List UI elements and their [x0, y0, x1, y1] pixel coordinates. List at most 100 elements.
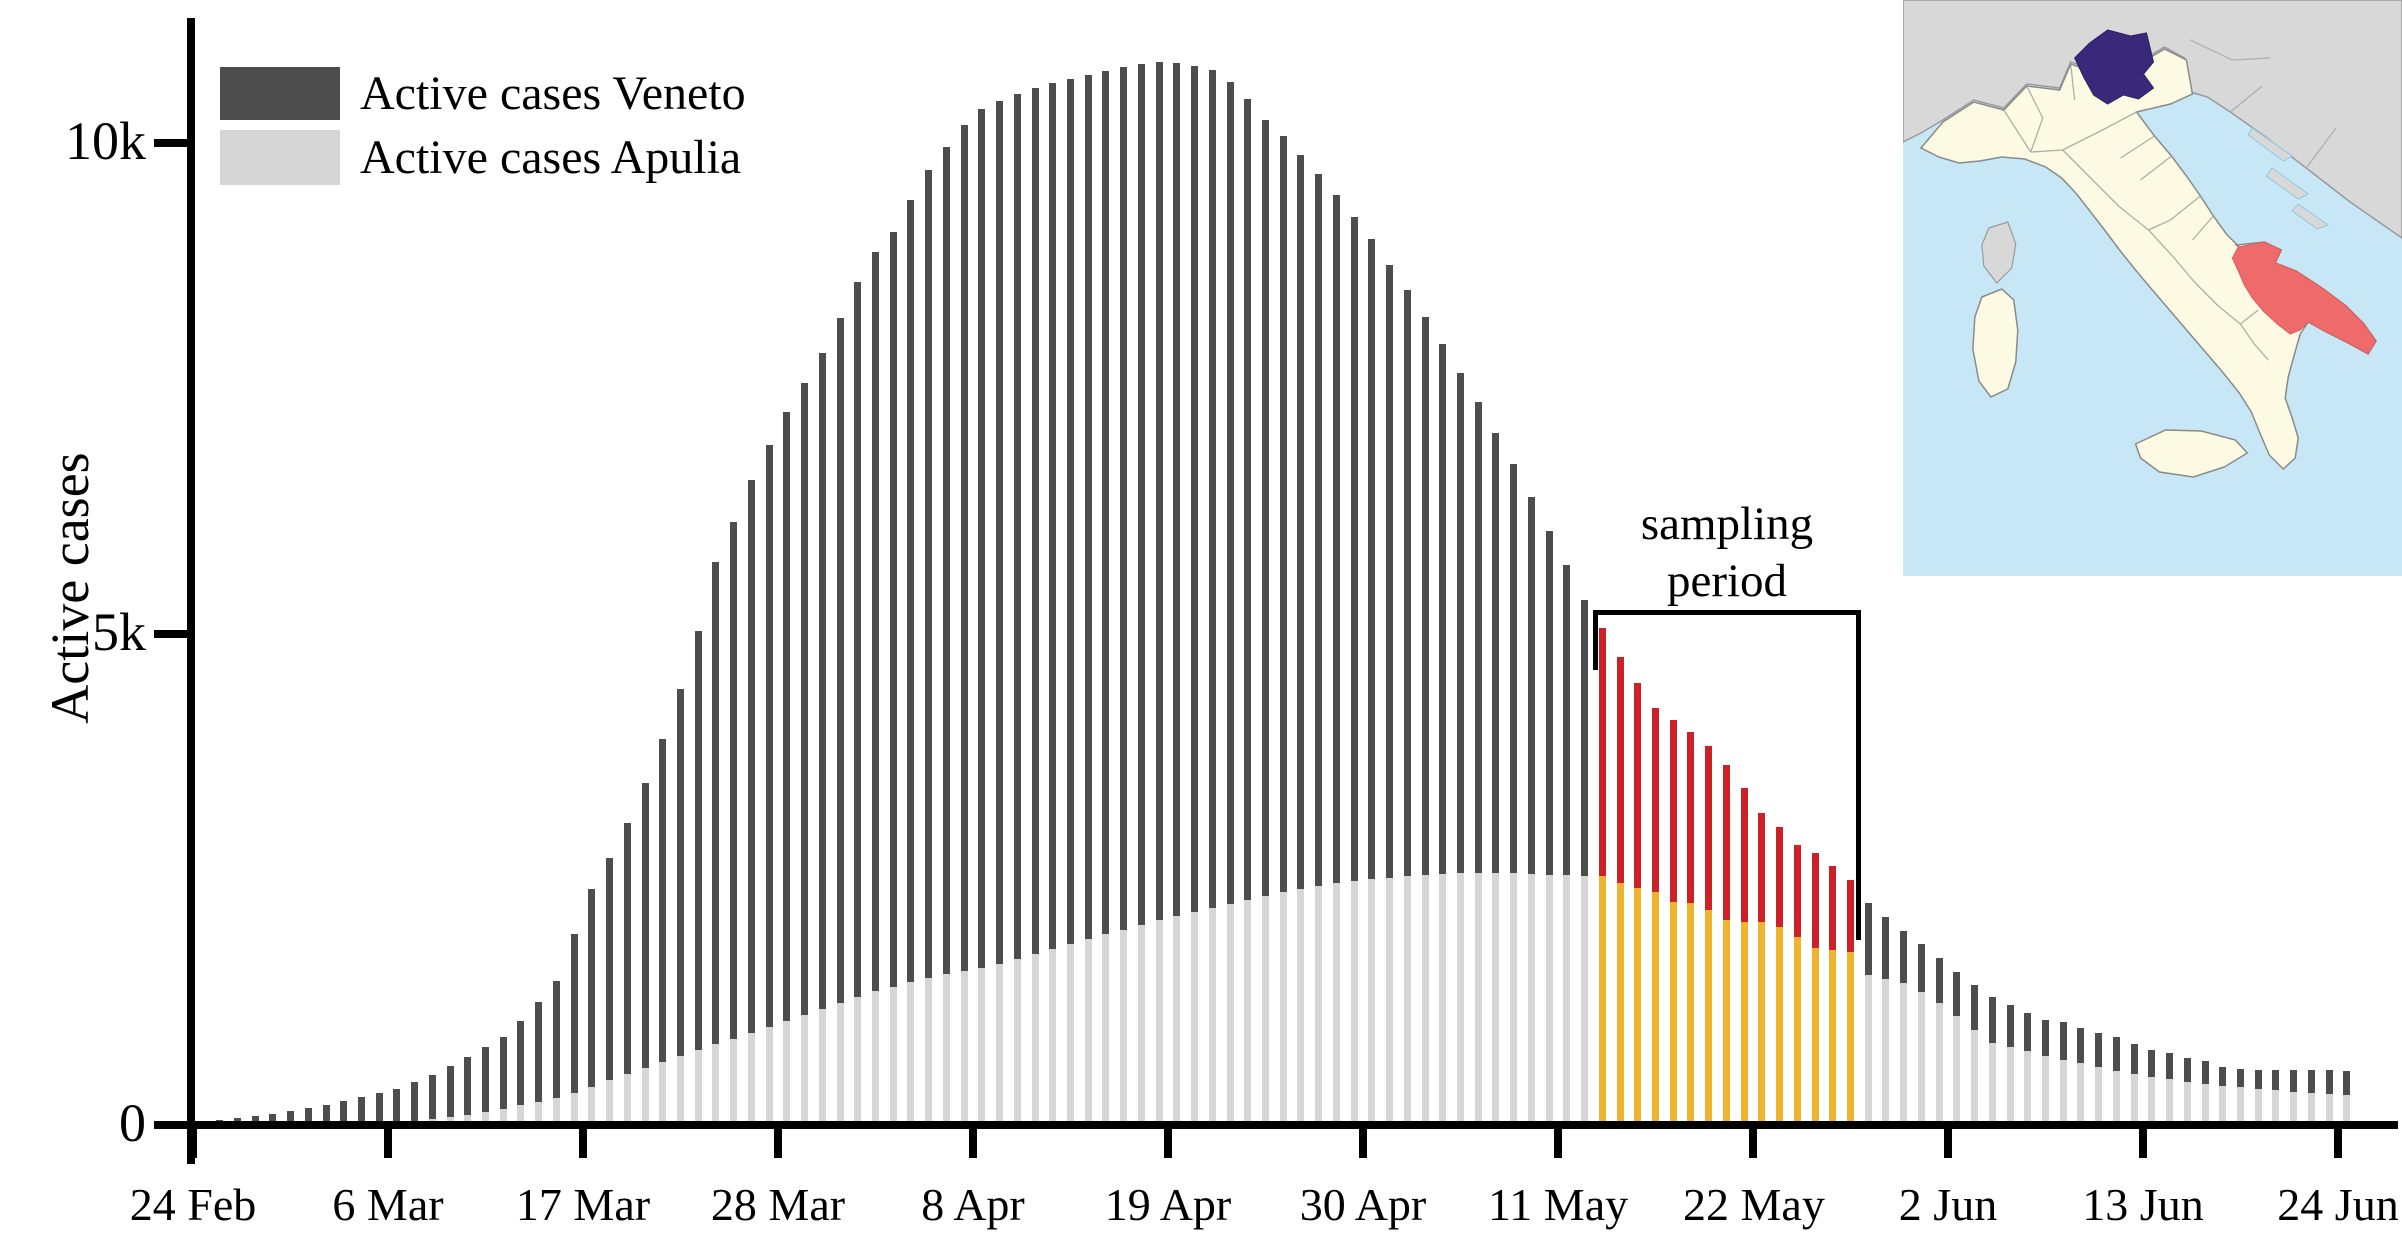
apulia-bar — [1332, 883, 1340, 1125]
x-tick — [1554, 1125, 1562, 1158]
veneto-bar — [1244, 99, 1252, 1125]
veneto-bar — [1545, 531, 1553, 1125]
x-tick-label: 13 Jun — [2082, 1179, 2204, 1230]
x-tick — [969, 1125, 977, 1158]
apulia-bar — [1013, 959, 1021, 1125]
apulia-bar — [1244, 900, 1252, 1125]
veneto-bar — [836, 318, 844, 1125]
veneto-bar — [1474, 402, 1482, 1125]
apulia-bar — [1191, 912, 1199, 1125]
apulia-bar — [925, 978, 933, 1125]
apulia-bar — [1917, 992, 1925, 1125]
map-corsica — [1981, 221, 2017, 284]
veneto-bar — [1031, 88, 1039, 1125]
apulia-bar — [1421, 875, 1429, 1125]
x-tick-label: 22 May — [1683, 1179, 1825, 1230]
veneto-bar — [269, 1114, 277, 1125]
veneto-bar — [251, 1116, 259, 1125]
apulia-bar — [1616, 883, 1624, 1125]
apulia-bar — [482, 1112, 489, 1125]
apulia-bar — [2042, 1056, 2049, 1125]
x-tick-label: 24 Feb — [129, 1179, 257, 1230]
apulia-bar — [783, 1021, 791, 1125]
apulia-bar — [1350, 881, 1358, 1125]
y-tick-label: 10k — [65, 111, 146, 171]
apulia-bar — [1811, 948, 1819, 1125]
apulia-bar — [1208, 908, 1216, 1125]
apulia-bar — [694, 1050, 702, 1125]
apulia-bar — [2148, 1077, 2156, 1125]
sampling-box-top — [1593, 610, 1861, 615]
veneto-bar — [322, 1105, 330, 1125]
sampling-box-right — [1856, 610, 1861, 940]
apulia-bar — [1067, 944, 1074, 1125]
x-tick — [774, 1125, 782, 1158]
veneto-bar — [1279, 136, 1287, 1125]
apulia-bar — [942, 974, 950, 1125]
apulia-bar — [1705, 910, 1713, 1125]
apulia-bar — [1315, 886, 1323, 1125]
legend-swatch-apulia — [220, 130, 340, 185]
veneto-bar — [765, 445, 773, 1125]
y-tick-label: 0 — [119, 1093, 146, 1153]
apulia-bar — [1988, 1043, 1996, 1125]
sampling-period-label-line2: period — [1666, 555, 1788, 607]
x-tick-label: 19 Apr — [1104, 1179, 1232, 1230]
apulia-bar — [907, 982, 915, 1125]
veneto-bar — [304, 1108, 312, 1125]
veneto-bar — [588, 889, 596, 1125]
apulia-bar — [1935, 1003, 1943, 1125]
veneto-bar — [641, 783, 649, 1125]
apulia-bar — [1687, 903, 1695, 1125]
apulia-bar — [606, 1080, 614, 1125]
apulia-bar — [1758, 922, 1766, 1125]
veneto-bar — [1457, 373, 1464, 1125]
veneto-bar — [1067, 79, 1074, 1125]
apulia-bar — [836, 1003, 844, 1125]
veneto-bar — [357, 1097, 365, 1125]
apulia-bar — [2095, 1067, 2103, 1125]
x-tick — [579, 1125, 587, 1158]
apulia-bar — [1137, 925, 1145, 1125]
veneto-bar — [694, 631, 702, 1125]
veneto-bar — [1137, 64, 1145, 1125]
veneto-bar — [411, 1082, 419, 1125]
x-tick — [1164, 1125, 1172, 1158]
apulia-bar — [1847, 952, 1854, 1125]
veneto-bar — [1208, 70, 1216, 1125]
apulia-bar — [2112, 1071, 2120, 1125]
veneto-bar — [1350, 217, 1358, 1125]
apulia-bar — [1527, 874, 1535, 1125]
veneto-bar — [428, 1075, 436, 1125]
veneto-bar — [925, 170, 933, 1125]
x-tick — [2139, 1125, 2147, 1158]
veneto-bar — [1102, 71, 1110, 1125]
apulia-bar — [2219, 1086, 2227, 1125]
apulia-bar — [960, 971, 968, 1125]
apulia-bar — [765, 1027, 773, 1125]
apulia-bar — [818, 1009, 826, 1125]
apulia-bar — [2006, 1047, 2014, 1125]
legend-label-apulia: Active cases Apulia — [360, 131, 742, 184]
veneto-bar — [854, 282, 862, 1125]
veneto-bar — [1368, 239, 1376, 1125]
x-tick-label: 8 Apr — [921, 1179, 1025, 1230]
veneto-bar — [1315, 174, 1323, 1125]
apulia-bar — [641, 1068, 649, 1125]
apulia-bar — [1953, 1016, 1961, 1125]
apulia-bar — [1740, 922, 1748, 1125]
apulia-bar — [2166, 1079, 2174, 1125]
veneto-bar — [712, 562, 720, 1125]
apulia-bar — [1581, 876, 1589, 1125]
apulia-bar — [1102, 934, 1110, 1125]
veneto-bar — [783, 412, 791, 1125]
apulia-bar — [552, 1098, 560, 1125]
apulia-bar — [1173, 916, 1181, 1125]
apulia-bar — [1882, 979, 1890, 1125]
map-sardinia — [1972, 288, 2019, 398]
veneto-bar — [1084, 75, 1092, 1125]
x-tick-label: 17 Mar — [515, 1179, 651, 1230]
apulia-bar — [1492, 873, 1500, 1125]
apulia-bar — [889, 987, 897, 1125]
veneto-bar — [1386, 265, 1394, 1125]
